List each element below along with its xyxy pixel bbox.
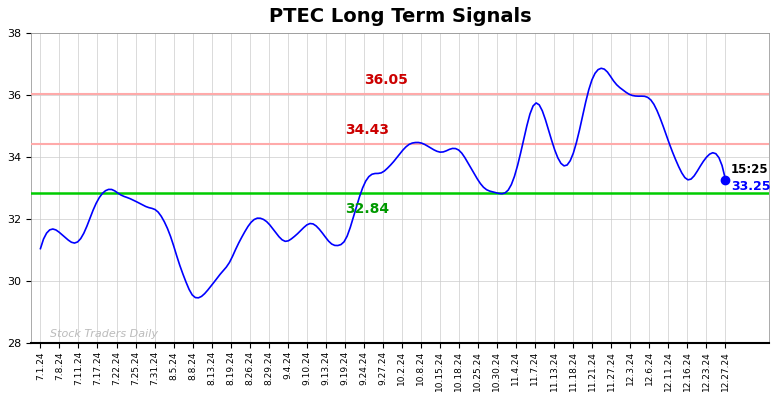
- Text: 34.43: 34.43: [345, 123, 389, 137]
- Text: Stock Traders Daily: Stock Traders Daily: [50, 329, 158, 339]
- Text: 15:25: 15:25: [731, 163, 768, 176]
- Title: PTEC Long Term Signals: PTEC Long Term Signals: [269, 7, 532, 26]
- Text: 32.84: 32.84: [345, 202, 389, 216]
- Text: 36.05: 36.05: [364, 73, 408, 87]
- Text: 33.25: 33.25: [731, 180, 771, 193]
